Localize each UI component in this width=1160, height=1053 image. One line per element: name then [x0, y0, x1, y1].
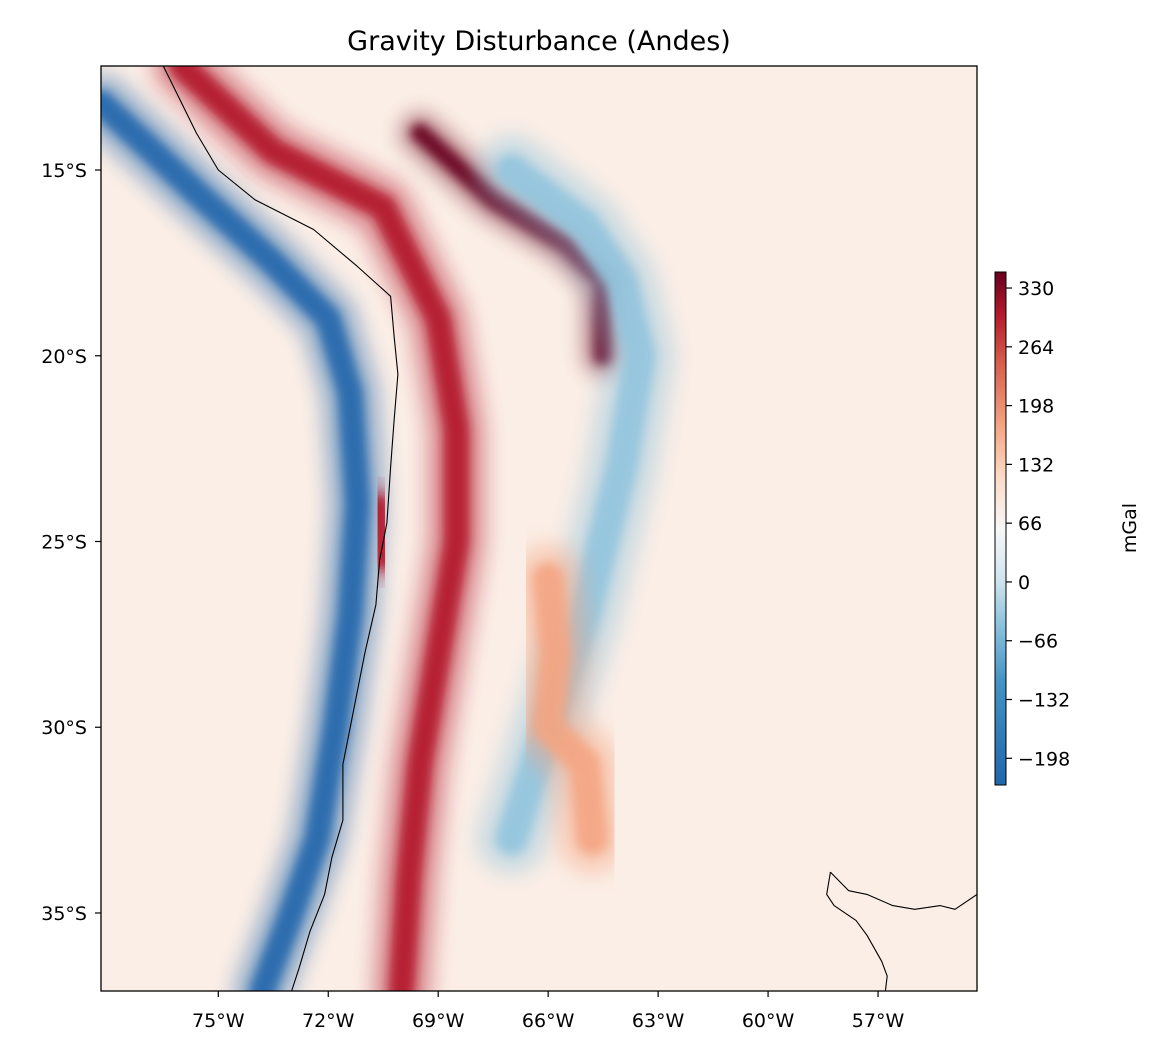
y-tick-label: 30°S: [41, 717, 87, 739]
plot-area: [101, 66, 977, 991]
colorbar-ticks: 330 264 198 132 66 0 −66 −132 −198: [1006, 278, 1070, 770]
colorbar: [994, 271, 1007, 786]
coastline: [162, 66, 399, 991]
coastline: [830, 871, 977, 910]
coastline: [826, 872, 888, 991]
y-tick-label: 20°S: [41, 346, 87, 368]
colorbar-tick-label: 264: [1018, 337, 1054, 359]
x-axis: 75°W 72°W 69°W 66°W 63°W 60°W 57°W: [192, 991, 904, 1032]
anomaly-features: [101, 66, 675, 991]
y-axis: 15°S 20°S 25°S 30°S 35°S: [41, 160, 101, 925]
x-tick-label: 75°W: [192, 1010, 245, 1032]
x-tick-label: 60°W: [742, 1010, 795, 1032]
colorbar-label: mGal: [1119, 503, 1141, 553]
anomaly-feature: [101, 90, 371, 991]
x-tick-label: 63°W: [632, 1010, 685, 1032]
colorbar-tick-label: 198: [1018, 396, 1054, 418]
x-tick-label: 57°W: [852, 1010, 905, 1032]
y-tick-label: 15°S: [41, 160, 87, 182]
colorbar-tick-label: −132: [1018, 690, 1070, 712]
colorbar-tick-label: 66: [1018, 513, 1042, 535]
x-tick-label: 69°W: [412, 1010, 465, 1032]
colorbar-tick-label: −66: [1018, 631, 1058, 653]
colorbar-tick-label: −198: [1018, 748, 1070, 770]
x-tick-label: 72°W: [302, 1010, 355, 1032]
chart-title: Gravity Disturbance (Andes): [347, 26, 731, 57]
anomaly-feature: [168, 66, 470, 991]
plot-frame: [100, 65, 978, 992]
y-tick-label: 25°S: [41, 532, 87, 554]
y-tick-label: 35°S: [41, 903, 87, 925]
anomaly-feature: [532, 562, 609, 855]
anomaly-feature: [370, 495, 393, 570]
colorbar-tick-label: 132: [1018, 454, 1054, 476]
colorbar-tick-label: 0: [1018, 572, 1030, 594]
coastlines: [162, 66, 977, 991]
colorbar-tick-label: 330: [1018, 278, 1054, 300]
x-tick-label: 66°W: [522, 1010, 575, 1032]
